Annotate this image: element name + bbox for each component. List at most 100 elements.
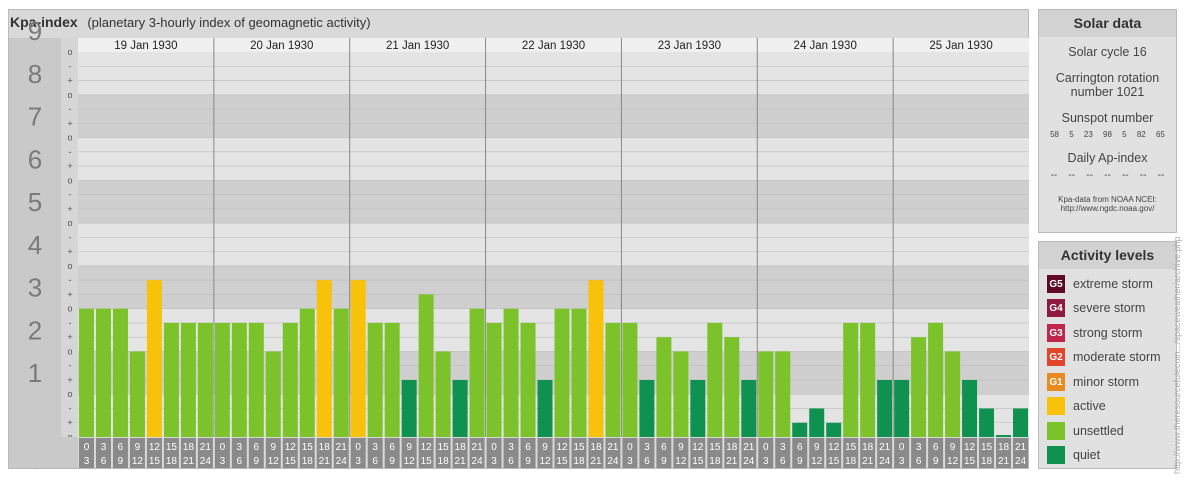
interval-end-label: 18 xyxy=(302,456,314,467)
y-minor-tick-label: - xyxy=(69,104,72,114)
interval-start-label: 9 xyxy=(406,442,412,453)
y-tick-label: 4 xyxy=(28,230,42,260)
y-minor-tick-label: - xyxy=(69,147,72,157)
interval-start-label: 12 xyxy=(556,442,568,453)
interval-end-label: 12 xyxy=(404,456,416,467)
interval-box xyxy=(435,438,451,468)
interval-box xyxy=(503,438,519,468)
interval-box xyxy=(928,438,944,468)
interval-start-label: 0 xyxy=(355,442,361,453)
kp-bar xyxy=(537,379,553,437)
interval-end-label: 9 xyxy=(661,456,667,467)
interval-end-label: 18 xyxy=(845,456,857,467)
interval-end-label: 3 xyxy=(491,456,497,467)
interval-box xyxy=(724,438,740,468)
interval-start-label: 6 xyxy=(389,442,395,453)
interval-box xyxy=(486,438,502,468)
y-tick-label: 7 xyxy=(28,102,42,132)
level-g2: G2 moderate storm xyxy=(1047,348,1161,366)
interval-box xyxy=(962,438,978,468)
level-g3: G3 strong storm xyxy=(1047,324,1142,342)
y-tick-label: 1 xyxy=(28,358,42,388)
interval-start-label: 21 xyxy=(200,442,212,453)
interval-box xyxy=(452,438,468,468)
source-line-2: http://www.ngdc.noaa.gov/ xyxy=(1060,204,1155,213)
ap-value: -- xyxy=(1068,170,1076,181)
interval-end-label: 12 xyxy=(268,456,280,467)
interval-box xyxy=(265,438,281,468)
level-swatch: G2 xyxy=(1047,348,1065,366)
kp-bar xyxy=(741,379,757,437)
kp-bar xyxy=(554,308,570,437)
interval-box xyxy=(333,438,349,468)
y-tick-label: 5 xyxy=(28,187,42,217)
level-label: strong storm xyxy=(1073,326,1143,340)
kp-bar xyxy=(129,351,145,437)
kp-bar xyxy=(231,322,247,437)
interval-box xyxy=(707,438,723,468)
interval-box xyxy=(248,438,264,468)
interval-end-label: 6 xyxy=(916,456,922,467)
interval-end-label: 6 xyxy=(644,456,650,467)
interval-end-label: 21 xyxy=(726,456,738,467)
y-minor-tick-label: o xyxy=(67,133,72,143)
interval-box xyxy=(231,438,247,468)
kp-band xyxy=(78,223,1029,266)
interval-box xyxy=(146,438,162,468)
interval-box xyxy=(673,438,689,468)
day-label: 21 Jan 1930 xyxy=(386,40,449,52)
y-tick-label: 9 xyxy=(28,16,42,46)
day-header-strip xyxy=(78,38,1029,52)
interval-end-label: 24 xyxy=(607,456,619,467)
kp-bar xyxy=(877,379,893,437)
kp-bar xyxy=(843,322,859,437)
interval-start-label: 12 xyxy=(149,442,161,453)
kp-bar xyxy=(384,322,400,437)
level-g1: G1 minor storm xyxy=(1047,373,1139,391)
interval-end-label: 6 xyxy=(237,456,243,467)
activity-levels-panel: Activity levels G5 extreme storm G4 seve… xyxy=(1038,241,1177,469)
kp-bar xyxy=(1013,408,1028,437)
interval-box xyxy=(979,438,995,468)
interval-box xyxy=(877,438,893,468)
kp-bar xyxy=(79,308,94,437)
solar-data-title: Solar data xyxy=(1039,10,1176,37)
day-label: 25 Jan 1930 xyxy=(929,40,992,52)
kp-bar xyxy=(146,280,162,437)
kp-bar xyxy=(333,308,349,437)
bottom-left-corner xyxy=(9,437,78,468)
interval-end-label: 9 xyxy=(118,456,124,467)
interval-end-label: 15 xyxy=(692,456,704,467)
y-minor-tick-label: o xyxy=(67,218,72,228)
interval-end-label: 24 xyxy=(1015,456,1027,467)
interval-start-label: 0 xyxy=(763,442,769,453)
day-label: 24 Jan 1930 xyxy=(794,40,857,52)
interval-start-label: 21 xyxy=(1015,442,1027,453)
interval-end-label: 21 xyxy=(455,456,467,467)
level-label: minor storm xyxy=(1073,375,1139,389)
interval-box xyxy=(639,438,655,468)
y-minor-tick-label: + xyxy=(67,247,72,257)
kp-bar xyxy=(282,322,298,437)
interval-start-label: 21 xyxy=(879,442,891,453)
interval-box xyxy=(129,438,145,468)
interval-start-label: 0 xyxy=(627,442,633,453)
level-swatch: G1 xyxy=(1047,373,1065,391)
interval-box xyxy=(537,438,553,468)
y-minor-tick-label: - xyxy=(69,318,72,328)
kp-bar xyxy=(809,408,825,437)
interval-end-label: 21 xyxy=(590,456,602,467)
interval-end-label: 6 xyxy=(101,456,107,467)
kp-band xyxy=(78,265,1029,309)
y-tick-label: 2 xyxy=(28,315,42,345)
interval-start-label: 15 xyxy=(709,442,721,453)
interval-start-label: 18 xyxy=(726,442,738,453)
carrington-number: number 1021 xyxy=(1070,85,1145,99)
interval-end-label: 24 xyxy=(472,456,484,467)
level-label: unsettled xyxy=(1073,424,1124,438)
interval-box xyxy=(520,438,536,468)
interval-end-label: 15 xyxy=(964,456,976,467)
kp-band xyxy=(78,52,1029,95)
day-label: 19 Jan 1930 xyxy=(114,40,177,52)
level-swatch: G3 xyxy=(1047,324,1065,342)
